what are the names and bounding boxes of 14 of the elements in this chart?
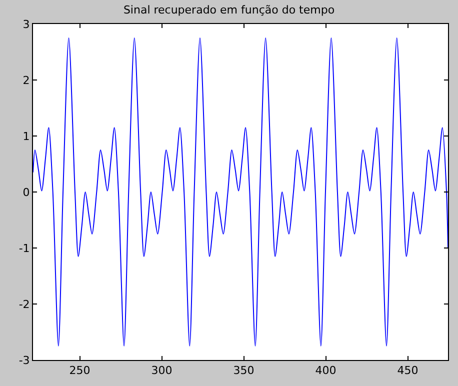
x-tick-label: 400 <box>315 364 336 378</box>
chart-title: Sinal recuperado em função do tempo <box>123 3 335 16</box>
x-tick-label: 450 <box>397 364 418 378</box>
y-tick-label: -3 <box>18 354 30 367</box>
y-tick-label: 2 <box>22 74 30 87</box>
y-tick-label: -1 <box>18 242 30 255</box>
line-series <box>33 38 448 346</box>
x-tick-label: 350 <box>233 364 254 378</box>
y-tick-label: 0 <box>22 186 30 199</box>
x-tick-label: 250 <box>69 364 90 378</box>
y-tick-label: 1 <box>22 130 30 143</box>
x-tick-label: 300 <box>151 364 172 378</box>
y-tick-label: 3 <box>22 18 30 31</box>
y-tick-label: -2 <box>18 298 30 311</box>
